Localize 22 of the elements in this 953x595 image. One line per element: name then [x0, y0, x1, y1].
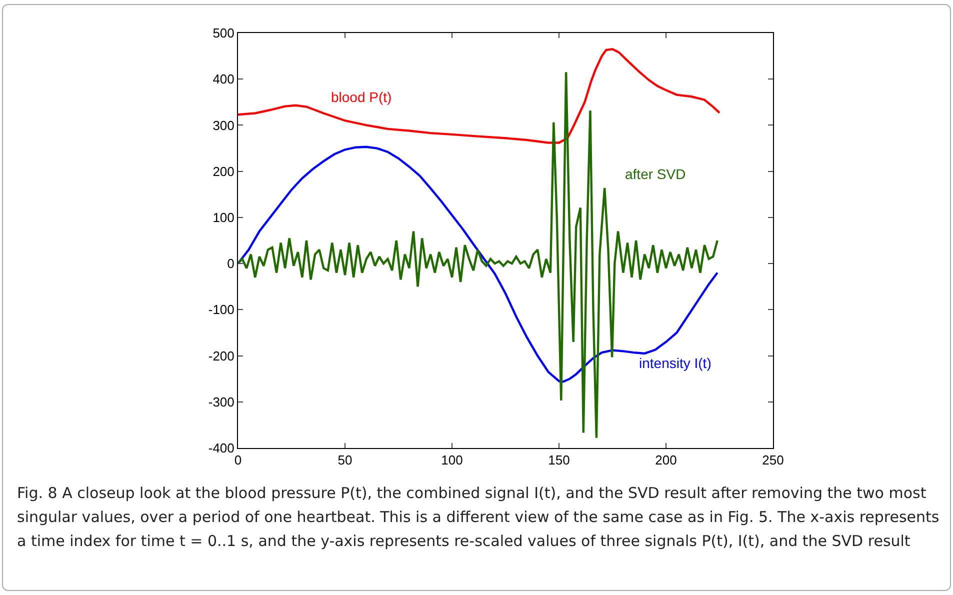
line-series [238, 71, 718, 439]
y-tick-label: 500 [212, 26, 234, 41]
series-label: blood P(t) [331, 89, 392, 105]
line-series [238, 146, 718, 383]
y-tick-label: 200 [212, 164, 234, 179]
y-tick-label: 300 [212, 118, 234, 133]
line-series [238, 48, 721, 144]
y-tick-label: -300 [208, 394, 234, 410]
series-label: intensity I(t) [639, 355, 712, 371]
x-tick-label: 100 [441, 452, 463, 468]
x-tick-label: 200 [655, 452, 677, 468]
y-tick-label: 100 [212, 210, 234, 225]
y-tick-label: -400 [208, 440, 234, 456]
series-label: after SVD [625, 166, 686, 182]
x-tick-label: 150 [548, 452, 570, 468]
caption: Fig. 8 A closeup look at the blood pressure P(t), the combined signal I(t), and the SVD result after removing the two most singular values, over a period of one heartbeat. This is a different view of the same case as in Fig. 5. The x-axis represents a time index for time t = 0..1 s, and the y-axis represents re-scaled values of three signals P(t), I(t), and the SVD result [17, 483, 940, 552]
x-tick-label: 250 [762, 452, 784, 468]
y-tick-label: -200 [208, 348, 234, 364]
y-tick-label: 0 [227, 256, 234, 272]
y-tick-label: -100 [208, 302, 234, 318]
y-tick-label: 400 [212, 72, 234, 87]
x-tick-label: 50 [338, 452, 352, 468]
